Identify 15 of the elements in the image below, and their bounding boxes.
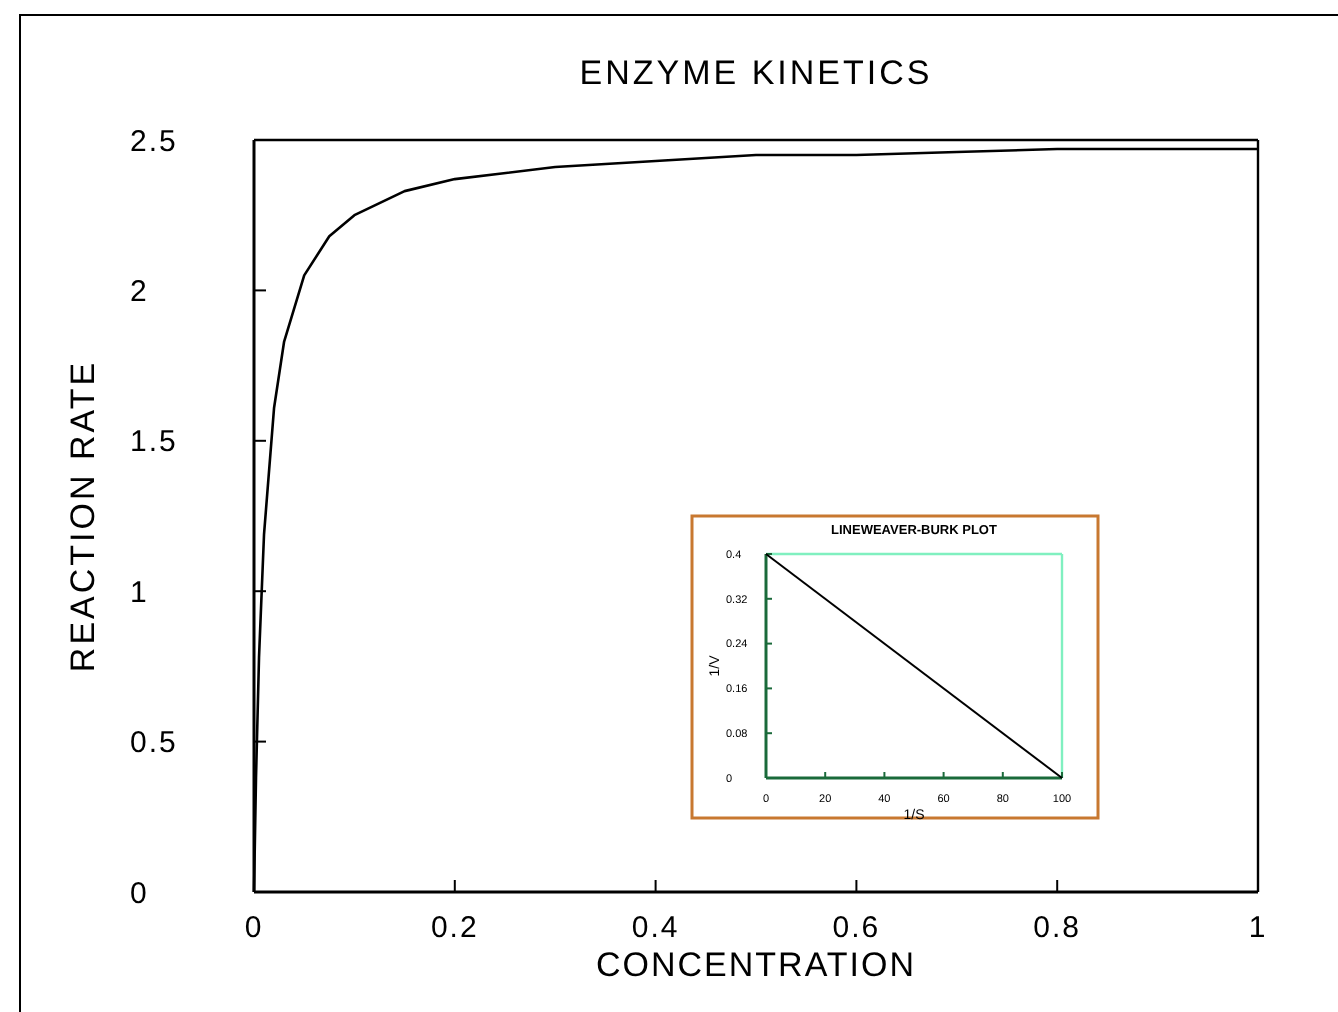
x-tick-label: 0.6 [832, 910, 881, 945]
y-tick-label: 1 [130, 575, 149, 610]
y-tick-label: 0.5 [130, 726, 178, 761]
chart-title: ENZYME KINETICS [579, 54, 933, 92]
x-tick-label: 1 [1248, 910, 1268, 945]
x-tick-label: 0.2 [430, 910, 479, 945]
y-axis-title: REACTION RATE [63, 359, 102, 673]
x-tick-label: 0.4 [631, 910, 680, 945]
y-tick-label: 1.5 [130, 425, 178, 460]
x-tick-label: 0 [244, 910, 264, 945]
x-tick-label: 0.8 [1033, 910, 1082, 945]
y-tick-label: 0 [130, 876, 149, 911]
y-tick-label: 2 [130, 274, 149, 309]
x-axis-title: CONCENTRATION [595, 945, 917, 984]
y-tick-label: 2.5 [130, 124, 178, 159]
